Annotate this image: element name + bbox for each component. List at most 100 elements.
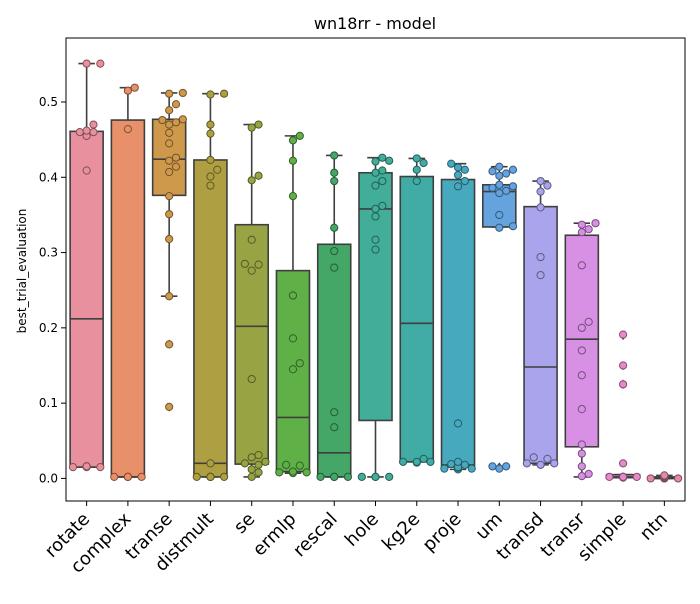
data-point-distmult [206, 90, 215, 99]
data-point-kg2e [426, 457, 435, 466]
box-body [440, 178, 476, 468]
data-point-rotate [96, 59, 105, 68]
data-point-transe [165, 234, 174, 244]
data-point-simple [619, 459, 628, 468]
data-point-hole [378, 176, 387, 186]
data-point-simple [619, 380, 628, 389]
data-point-proje [460, 165, 469, 174]
data-point-ntn [673, 474, 683, 483]
data-point-um [495, 210, 504, 220]
data-point-rescal [330, 168, 339, 177]
data-point-um [488, 167, 497, 176]
data-point-transe [165, 191, 174, 201]
data-point-rotate [89, 128, 98, 137]
data-point-transe [165, 402, 174, 411]
data-point-transr [577, 405, 586, 414]
data-point-transe [165, 128, 174, 137]
data-point-distmult [192, 472, 201, 482]
data-point-proje [440, 464, 449, 473]
data-point-ermlp [288, 365, 298, 374]
data-point-transd [536, 252, 545, 262]
data-point-se [254, 450, 263, 460]
data-point-kg2e [419, 454, 428, 463]
y-tick-label: 0.3 [39, 246, 58, 260]
data-point-kg2e [419, 158, 428, 168]
data-point-rotate [82, 166, 91, 175]
data-point-transd [536, 187, 545, 196]
data-point-um [495, 180, 504, 189]
box-distmult [193, 92, 228, 478]
data-point-transe [165, 89, 174, 98]
data-point-distmult [220, 472, 229, 482]
data-point-ermlp [295, 359, 304, 368]
data-point-distmult [220, 89, 229, 98]
data-point-transr [584, 225, 593, 234]
box-complex [110, 86, 146, 478]
data-point-um [502, 186, 511, 195]
data-point-transr [577, 228, 586, 237]
data-point-se [247, 472, 256, 482]
data-point-hole [371, 181, 380, 190]
data-point-rescal [330, 246, 339, 256]
data-point-hole [371, 472, 380, 482]
data-point-hole [378, 166, 387, 175]
data-point-transr [577, 323, 586, 332]
data-point-rotate [82, 59, 91, 68]
data-point-distmult [206, 181, 215, 190]
data-point-transd [529, 453, 538, 462]
data-point-distmult [206, 172, 215, 181]
data-point-complex [123, 86, 133, 95]
data-point-transr [577, 440, 586, 449]
data-point-kg2e [412, 165, 421, 174]
data-point-se [254, 120, 263, 129]
data-point-hole [371, 235, 380, 244]
data-point-se [240, 259, 249, 268]
data-point-transe [165, 156, 174, 165]
data-point-distmult [206, 129, 215, 138]
data-point-rescal [330, 223, 339, 232]
data-point-transe [171, 100, 181, 109]
data-point-transr [591, 219, 600, 228]
data-point-ermlp [288, 191, 298, 201]
data-point-rotate [96, 463, 105, 472]
data-point-proje [453, 170, 463, 180]
data-point-se [247, 266, 256, 275]
data-point-transd [536, 460, 545, 469]
data-point-hole [371, 168, 380, 177]
data-point-hole [378, 153, 387, 162]
data-point-se [247, 123, 256, 132]
data-point-simple [619, 472, 628, 482]
chart-title: wn18rr - model [314, 14, 436, 33]
data-point-simple [619, 361, 628, 370]
y-tick-label: 0.4 [39, 170, 58, 184]
data-point-ermlp [288, 291, 298, 300]
data-point-um [502, 462, 511, 471]
data-point-rotate [89, 120, 98, 129]
data-point-transr [577, 449, 586, 458]
data-point-hole [371, 204, 380, 213]
data-point-se [254, 260, 263, 269]
plot-area-frame [65, 37, 686, 502]
data-point-ermlp [288, 156, 298, 165]
data-point-kg2e [398, 457, 408, 466]
data-point-um [495, 188, 504, 198]
y-axis: 0.0 0.1 0.2 0.3 0.4 0.5 [39, 95, 66, 485]
box-body [69, 130, 104, 468]
data-point-transr [584, 317, 593, 326]
data-point-transe [165, 120, 174, 129]
data-point-complex [123, 124, 133, 134]
data-point-transr [577, 261, 586, 270]
y-tick-label: 0.1 [39, 396, 58, 410]
data-point-se [247, 453, 256, 462]
data-point-proje [447, 460, 456, 469]
data-point-se [247, 465, 256, 474]
y-axis-label: best_trial_evaluation [15, 209, 29, 334]
data-point-distmult [206, 472, 215, 482]
data-point-transe [178, 115, 187, 124]
data-point-rescal [343, 472, 353, 482]
data-point-se [254, 171, 263, 180]
data-point-ermlp [275, 468, 284, 477]
data-point-hole [385, 472, 394, 482]
data-point-distmult [206, 155, 215, 165]
